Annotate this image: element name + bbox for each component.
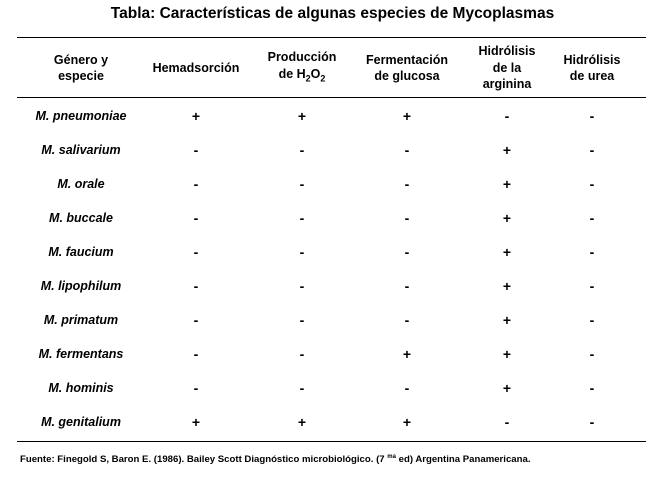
- result-cell-fermentacion: +: [402, 108, 412, 124]
- species-name-cell: M. orale: [57, 177, 105, 191]
- header-fermentacion-glucosa: Fermentación de glucosa: [366, 52, 448, 84]
- header-hidrolisis-arginina: Hidrólisis de la arginina: [478, 44, 536, 92]
- result-cell-hemadsorcion: -: [193, 380, 199, 396]
- table-header: Género y especie Hemadsorción Producción…: [0, 40, 665, 96]
- table-title: Tabla: Características de algunas especi…: [110, 5, 555, 22]
- result-cell-hemadsorcion: -: [193, 244, 199, 260]
- result-cell-produccion: -: [299, 380, 305, 396]
- result-cell-arginina: +: [502, 312, 512, 328]
- table-row: M. fermentans - - + + -: [0, 337, 665, 371]
- result-cell-fermentacion: -: [404, 312, 410, 328]
- result-cell-hemadsorcion: -: [193, 176, 199, 192]
- result-cell-produccion: +: [297, 108, 307, 124]
- result-cell-fermentacion: +: [402, 414, 412, 430]
- result-cell-arginina: +: [502, 346, 512, 362]
- result-cell-hemadsorcion: -: [193, 142, 199, 158]
- species-name-cell: M. salivarium: [41, 143, 121, 157]
- result-cell-urea: -: [589, 312, 595, 328]
- table-row: M. faucium - - - + -: [0, 235, 665, 269]
- header-rule: [17, 97, 646, 98]
- result-cell-hemadsorcion: +: [191, 108, 201, 124]
- result-cell-urea: -: [589, 142, 595, 158]
- result-cell-fermentacion: -: [404, 278, 410, 294]
- result-cell-urea: -: [589, 380, 595, 396]
- table-row: M. buccale - - - + -: [0, 201, 665, 235]
- result-cell-hemadsorcion: -: [193, 210, 199, 226]
- result-cell-produccion: -: [299, 244, 305, 260]
- header-hemadsorcion: Hemadsorción: [152, 60, 240, 75]
- result-cell-urea: -: [589, 278, 595, 294]
- species-name-cell: M. buccale: [49, 211, 113, 225]
- result-cell-produccion: -: [299, 176, 305, 192]
- result-cell-fermentacion: -: [404, 244, 410, 260]
- result-cell-hemadsorcion: +: [191, 414, 201, 430]
- top-rule: [17, 37, 646, 38]
- table-row: M. primatum - - - + -: [0, 303, 665, 337]
- result-cell-urea: -: [589, 210, 595, 226]
- table-row: M. orale - - - + -: [0, 167, 665, 201]
- header-genero-especie: Género y especie: [53, 52, 109, 84]
- result-cell-fermentacion: -: [404, 176, 410, 192]
- result-cell-produccion: -: [299, 312, 305, 328]
- result-cell-fermentacion: -: [404, 210, 410, 226]
- result-cell-urea: -: [589, 176, 595, 192]
- result-cell-arginina: -: [504, 414, 510, 430]
- header-hidrolisis-urea: Hidrólisis de urea: [563, 52, 621, 84]
- result-cell-hemadsorcion: -: [193, 346, 199, 362]
- result-cell-hemadsorcion: -: [193, 312, 199, 328]
- species-name-cell: M. fermentans: [38, 347, 124, 361]
- species-name-cell: M. faucium: [48, 245, 114, 259]
- result-cell-produccion: -: [299, 210, 305, 226]
- species-name-cell: M. primatum: [43, 313, 119, 327]
- table-row: M. genitalium + + + - -: [0, 405, 665, 439]
- result-cell-arginina: -: [504, 108, 510, 124]
- result-cell-arginina: +: [502, 380, 512, 396]
- result-cell-arginina: +: [502, 278, 512, 294]
- result-cell-arginina: +: [502, 210, 512, 226]
- species-name-cell: M. genitalium: [41, 415, 121, 429]
- species-name-cell: M. lipophilum: [40, 279, 122, 293]
- result-cell-arginina: +: [502, 142, 512, 158]
- result-cell-arginina: +: [502, 244, 512, 260]
- table-row: M. pneumoniae + + + - -: [0, 99, 665, 133]
- result-cell-urea: -: [589, 414, 595, 430]
- table-row: M. salivarium - - - + -: [0, 133, 665, 167]
- result-cell-fermentacion: +: [402, 346, 412, 362]
- result-cell-fermentacion: -: [404, 380, 410, 396]
- source-footnote: Fuente: Finegold S, Baron E. (1986). Bai…: [20, 454, 531, 466]
- bottom-rule: [17, 441, 646, 442]
- table-row: M. lipophilum - - - + -: [0, 269, 665, 303]
- result-cell-produccion: -: [299, 142, 305, 158]
- result-cell-produccion: +: [297, 414, 307, 430]
- result-cell-urea: -: [589, 346, 595, 362]
- result-cell-urea: -: [589, 244, 595, 260]
- result-cell-arginina: +: [502, 176, 512, 192]
- header-produccion-h2o2: Producción de H2O2: [267, 50, 337, 84]
- result-cell-urea: -: [589, 108, 595, 124]
- result-cell-produccion: -: [299, 278, 305, 294]
- species-name-cell: M. hominis: [48, 381, 114, 395]
- result-cell-produccion: -: [299, 346, 305, 362]
- result-cell-hemadsorcion: -: [193, 278, 199, 294]
- species-name-cell: M. pneumoniae: [35, 109, 127, 123]
- result-cell-fermentacion: -: [404, 142, 410, 158]
- table-row: M. hominis - - - + -: [0, 371, 665, 405]
